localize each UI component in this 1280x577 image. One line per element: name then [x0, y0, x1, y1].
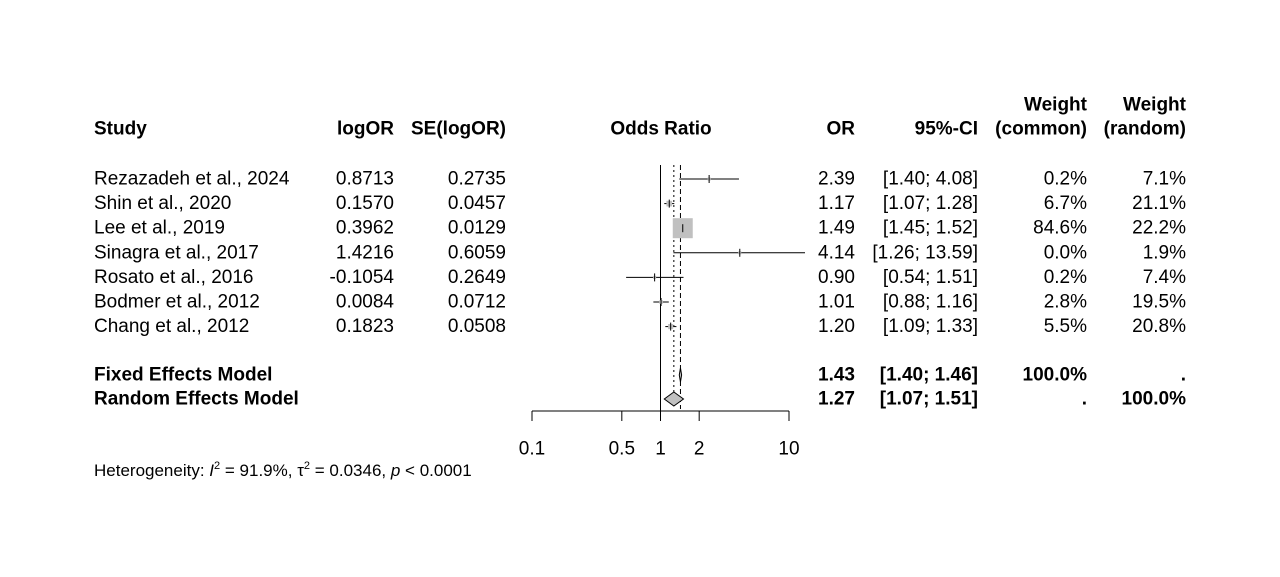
random-effects-ci: [1.07; 1.51] — [880, 389, 978, 410]
logor-value: 0.1823 — [336, 316, 394, 337]
x-axis-tick-label: 2 — [694, 439, 705, 460]
header-weight-random-1: Weight — [1123, 95, 1187, 116]
ci-value: [0.54; 1.51] — [883, 267, 978, 288]
header-weight-random-2: (random) — [1104, 119, 1186, 140]
header-se: SE(logOR) — [411, 119, 506, 140]
study-label: Chang et al., 2012 — [94, 316, 249, 337]
x-axis-tick-label: 0.5 — [609, 439, 635, 460]
study-label: Sinagra et al., 2017 — [94, 242, 259, 263]
header-logor: logOR — [337, 119, 394, 140]
p-symbol: p — [390, 461, 401, 480]
study-label: Rosato et al., 2016 — [94, 267, 254, 288]
weight-random-value: 20.8% — [1132, 316, 1186, 337]
i2-superscript: 2 — [214, 460, 221, 472]
header-weight-common-2: (common) — [995, 119, 1087, 140]
ci-value: [1.40; 4.08] — [883, 169, 978, 190]
ci-value: [1.45; 1.52] — [883, 218, 978, 239]
tau-symbol: τ — [297, 461, 304, 480]
header-or: OR — [827, 119, 856, 140]
weight-common-value: 0.0% — [1044, 242, 1087, 263]
tau-value: = 0.0346, — [310, 461, 391, 480]
weight-common-value: 5.5% — [1044, 316, 1087, 337]
ci-value: [0.88; 1.16] — [883, 292, 978, 313]
se-value: 0.0712 — [448, 292, 506, 313]
fixed-effects-weight-random: . — [1181, 365, 1186, 386]
fixed-effects-ci: [1.40; 1.46] — [880, 365, 978, 386]
weight-common-value: 6.7% — [1044, 193, 1087, 214]
random-effects-label: Random Effects Model — [94, 389, 299, 410]
ci-value: [1.09; 1.33] — [883, 316, 978, 337]
weight-common-value: 84.6% — [1033, 218, 1087, 239]
ci-value: [1.07; 1.28] — [883, 193, 978, 214]
weight-random-value: 21.1% — [1132, 193, 1186, 214]
header-weight-common-1: Weight — [1024, 95, 1088, 116]
study-label: Bodmer et al., 2012 — [94, 292, 260, 313]
se-value: 0.6059 — [448, 242, 506, 263]
weight-random-value: 19.5% — [1132, 292, 1186, 313]
random-effects-weight-common: . — [1082, 389, 1087, 410]
fixed-effects-or: 1.43 — [818, 365, 855, 386]
weight-common-value: 2.8% — [1044, 292, 1087, 313]
fixed-effects-diamond — [678, 367, 683, 383]
weight-common-value: 0.2% — [1044, 267, 1087, 288]
header-study: Study — [94, 119, 147, 140]
logor-value: 0.1570 — [336, 193, 394, 214]
or-value: 1.17 — [818, 193, 855, 214]
logor-value: 0.3962 — [336, 218, 394, 239]
or-value: 0.90 — [818, 267, 855, 288]
se-value: 0.0457 — [448, 193, 506, 214]
x-axis-tick-label: 0.1 — [519, 439, 545, 460]
ci-value: [1.26; 13.59] — [872, 242, 978, 263]
x-axis-tick-label: 10 — [778, 439, 799, 460]
weight-common-value: 0.2% — [1044, 169, 1087, 190]
weight-random-value: 1.9% — [1143, 242, 1186, 263]
random-effects-weight-random: 100.0% — [1122, 389, 1187, 410]
study-label: Lee et al., 2019 — [94, 218, 225, 239]
weight-random-value: 7.1% — [1143, 169, 1186, 190]
p-value: < 0.0001 — [400, 461, 472, 480]
or-value: 2.39 — [818, 169, 855, 190]
or-value: 1.49 — [818, 218, 855, 239]
se-value: 0.0508 — [448, 316, 506, 337]
or-value: 4.14 — [818, 242, 855, 263]
i2-symbol: I — [209, 461, 215, 480]
heterogeneity-text: Heterogeneity: I2 = 91.9%, τ2 = 0.0346, … — [94, 461, 472, 481]
study-label: Rezazadeh et al., 2024 — [94, 169, 290, 190]
logor-value: 0.8713 — [336, 169, 394, 190]
random-effects-or: 1.27 — [818, 389, 855, 410]
header-ci: 95%-CI — [915, 119, 978, 140]
heterogeneity-prefix: Heterogeneity: — [94, 461, 210, 480]
i2-value: = 91.9%, — [220, 461, 298, 480]
tau-superscript: 2 — [303, 460, 311, 472]
random-effects-diamond — [663, 391, 685, 407]
se-value: 0.2735 — [448, 169, 506, 190]
logor-value: 0.0084 — [336, 292, 395, 313]
or-value: 1.01 — [818, 292, 855, 313]
fixed-effects-weight-common: 100.0% — [1023, 365, 1088, 386]
logor-value: 1.4216 — [336, 242, 394, 263]
weight-random-value: 22.2% — [1132, 218, 1186, 239]
se-value: 0.2649 — [448, 267, 506, 288]
header-odds-ratio: Odds Ratio — [610, 119, 711, 140]
fixed-effects-label: Fixed Effects Model — [94, 365, 272, 386]
or-value: 1.20 — [818, 316, 855, 337]
se-value: 0.0129 — [448, 218, 506, 239]
weight-random-value: 7.4% — [1143, 267, 1186, 288]
study-label: Shin et al., 2020 — [94, 193, 231, 214]
x-axis-tick-label: 1 — [655, 439, 666, 460]
logor-value: -0.1054 — [330, 267, 395, 288]
